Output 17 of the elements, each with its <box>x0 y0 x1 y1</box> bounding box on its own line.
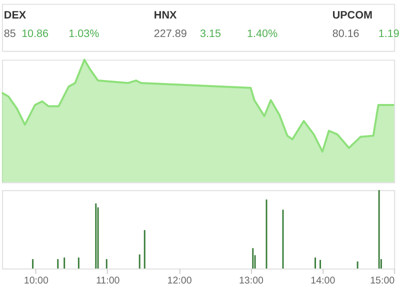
text: 1.40% <box>247 28 278 40</box>
x-tick-label: 14:00 <box>310 276 336 287</box>
text: DEX <box>4 10 27 22</box>
x-tick-label: 13:00 <box>238 276 264 287</box>
text: 227.89 <box>154 28 187 40</box>
text: 10.86 <box>22 28 49 40</box>
text: 3.15 <box>200 28 221 40</box>
x-tick-label: 12:00 <box>167 276 192 287</box>
x-tick-label: 10:00 <box>24 276 49 287</box>
text: UPCOM <box>332 10 372 22</box>
text: 80.16 <box>332 28 360 40</box>
x-tick-label: 15:00 <box>370 276 396 287</box>
text: 1.03% <box>68 28 100 40</box>
text: HNX <box>154 10 178 22</box>
text: 85 <box>4 28 16 40</box>
x-tick-label: 11:00 <box>96 276 120 287</box>
text: 1.19 <box>378 28 400 40</box>
